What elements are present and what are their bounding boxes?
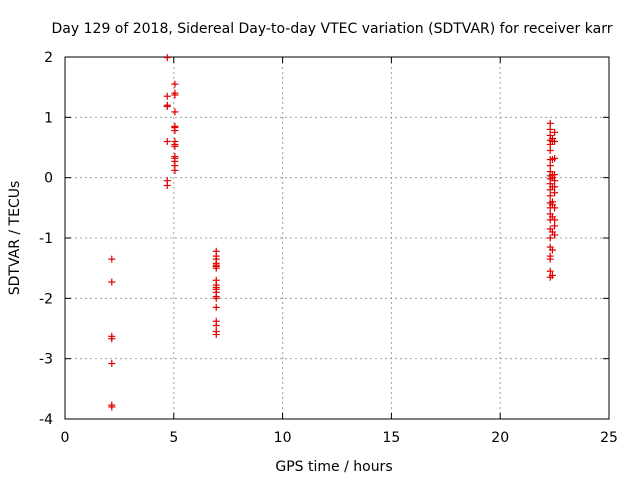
data-point	[171, 108, 179, 116]
data-point	[163, 102, 171, 110]
data-point	[171, 127, 179, 135]
data-point	[546, 234, 554, 242]
data-point	[163, 182, 171, 190]
data-point	[551, 171, 559, 179]
data-point	[108, 403, 116, 411]
y-tick-label: -4	[39, 412, 53, 428]
data-point	[163, 54, 171, 62]
data-point	[212, 321, 220, 329]
data-point	[546, 255, 554, 263]
data-point	[546, 147, 554, 155]
chart-title: Day 129 of 2018, Sidereal Day-to-day VTE…	[52, 21, 613, 37]
data-point	[163, 92, 171, 100]
y-tick-label: -2	[39, 291, 53, 307]
data-point	[551, 128, 559, 136]
data-point	[546, 162, 554, 170]
y-tick-label: 0	[44, 171, 53, 187]
x-tick-label: 20	[491, 430, 509, 446]
y-tick-label: -3	[39, 352, 53, 368]
x-tick-label: 25	[600, 430, 618, 446]
data-point	[212, 294, 220, 302]
data-point	[551, 183, 559, 191]
axis-ticks: 0 5 10 15 20 25 -4 -3 -2 -1 0 1 2	[39, 50, 618, 446]
data-point	[212, 331, 220, 339]
data-points	[108, 54, 559, 411]
data-point	[551, 222, 559, 230]
data-point	[108, 278, 116, 286]
data-point	[546, 119, 554, 127]
x-tick-label: 0	[61, 430, 70, 446]
data-point	[171, 142, 179, 150]
data-point	[551, 216, 559, 224]
x-tick-label: 10	[274, 430, 292, 446]
y-tick-label: 1	[44, 110, 53, 126]
data-point	[551, 137, 559, 145]
y-axis-label: SDTVAR / TECUs	[7, 181, 23, 296]
data-point	[108, 335, 116, 343]
x-tick-label: 5	[169, 430, 178, 446]
data-point	[171, 166, 179, 174]
x-tick-label: 15	[382, 430, 400, 446]
y-tick-label: -1	[39, 231, 53, 247]
data-point	[548, 246, 556, 254]
data-point	[163, 137, 171, 145]
data-point	[551, 177, 559, 185]
data-point	[212, 264, 220, 272]
data-point	[108, 255, 116, 263]
x-axis-label: GPS time / hours	[275, 459, 392, 475]
data-point	[171, 80, 179, 88]
y-tick-label: 2	[44, 50, 53, 66]
data-point	[546, 125, 554, 133]
data-point	[171, 91, 179, 99]
data-point	[548, 271, 556, 279]
grid	[65, 57, 609, 419]
data-point	[551, 189, 559, 197]
data-point	[551, 154, 559, 162]
data-point	[551, 204, 559, 212]
data-point	[108, 359, 116, 367]
data-point	[551, 231, 559, 239]
data-point	[212, 303, 220, 311]
data-point	[546, 267, 554, 275]
data-point	[546, 192, 554, 200]
